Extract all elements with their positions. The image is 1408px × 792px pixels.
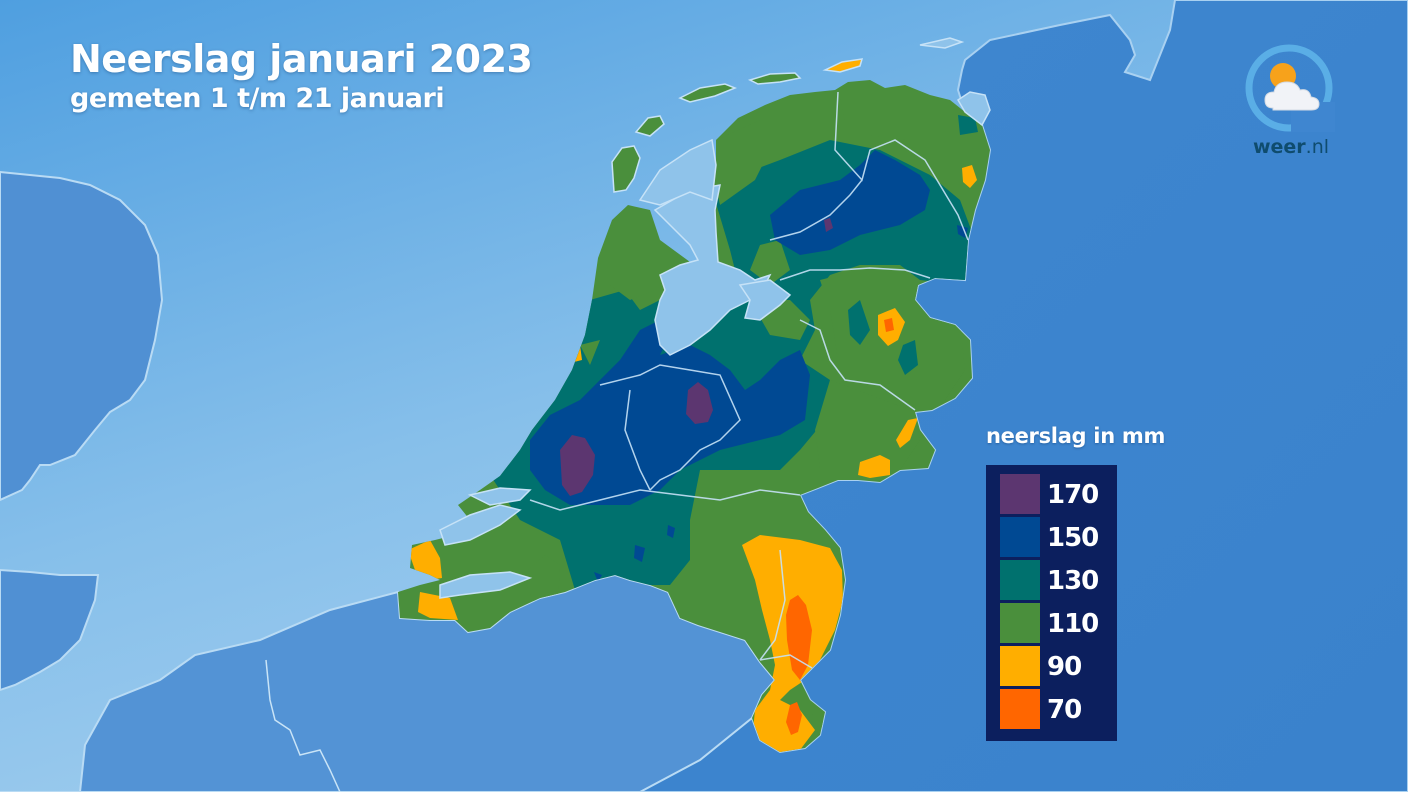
legend-swatch	[1000, 603, 1040, 643]
sun-behind-cloud-icon	[1245, 44, 1335, 132]
contour-150-central	[530, 320, 810, 505]
legend-item-150: 150	[1000, 517, 1115, 557]
legend-swatch	[1000, 517, 1040, 557]
legend-swatch	[1000, 689, 1040, 729]
waddenzee	[638, 138, 717, 206]
weer-nl-logo: weer.nl	[1243, 42, 1339, 162]
legend: 170 150 130 110 90 70	[986, 465, 1117, 741]
dollard-water	[956, 91, 991, 127]
legend-label: 130	[1047, 566, 1099, 596]
legend-item-170: 170	[1000, 474, 1115, 514]
contour-70-twente	[884, 318, 894, 332]
legend-label: 170	[1047, 480, 1099, 510]
contour-170-friesland	[824, 218, 833, 232]
randmeren	[738, 279, 792, 321]
legend-label: 90	[1047, 652, 1082, 682]
england-kent-landmass	[0, 568, 100, 692]
logo-brand: weer	[1252, 136, 1306, 158]
title-block: Neerslag januari 2023 gemeten 1 t/m 21 j…	[70, 36, 533, 116]
contour-90-zeeuws-vlaanderen	[418, 592, 458, 620]
legend-label: 110	[1047, 609, 1099, 639]
page-title: Neerslag januari 2023	[70, 37, 533, 81]
province-borders	[529, 91, 969, 669]
contour-150-north	[770, 150, 930, 255]
contour-90-groningen	[962, 165, 977, 188]
legend-item-90: 90	[1000, 646, 1115, 686]
legend-title: neerslag in mm	[986, 424, 1166, 448]
page-subtitle: gemeten 1 t/m 21 januari	[70, 83, 445, 114]
legend-label: 150	[1047, 523, 1099, 553]
contour-70-limburg-south	[786, 702, 802, 735]
england-landmass	[0, 170, 164, 502]
ijsselmeer	[653, 184, 772, 356]
precipitation-contours	[408, 95, 978, 752]
legend-item-70: 70	[1000, 689, 1115, 729]
inland-water	[439, 138, 792, 599]
wadden-islands	[611, 37, 965, 193]
contour-90-walcheren	[408, 540, 442, 580]
country-border-be-fr	[265, 659, 341, 792]
contour-90-achterhoek	[896, 418, 918, 448]
contour-170-zuid-holland	[560, 435, 595, 496]
westerschelde	[439, 571, 533, 599]
contour-90-gelderland-south	[858, 455, 890, 478]
logo-suffix: .nl	[1305, 136, 1330, 158]
legend-swatch	[1000, 646, 1040, 686]
legend-swatch	[1000, 560, 1040, 600]
haringvliet	[467, 487, 532, 506]
contour-70-limburg-north	[786, 595, 812, 680]
logo-wordmark: weer.nl	[1243, 136, 1339, 158]
legend-item-130: 130	[1000, 560, 1115, 600]
legend-swatch	[1000, 474, 1040, 514]
contour-170-utrecht	[686, 382, 713, 424]
oosterschelde	[439, 504, 522, 546]
legend-item-110: 110	[1000, 603, 1115, 643]
legend-label: 70	[1047, 695, 1082, 725]
